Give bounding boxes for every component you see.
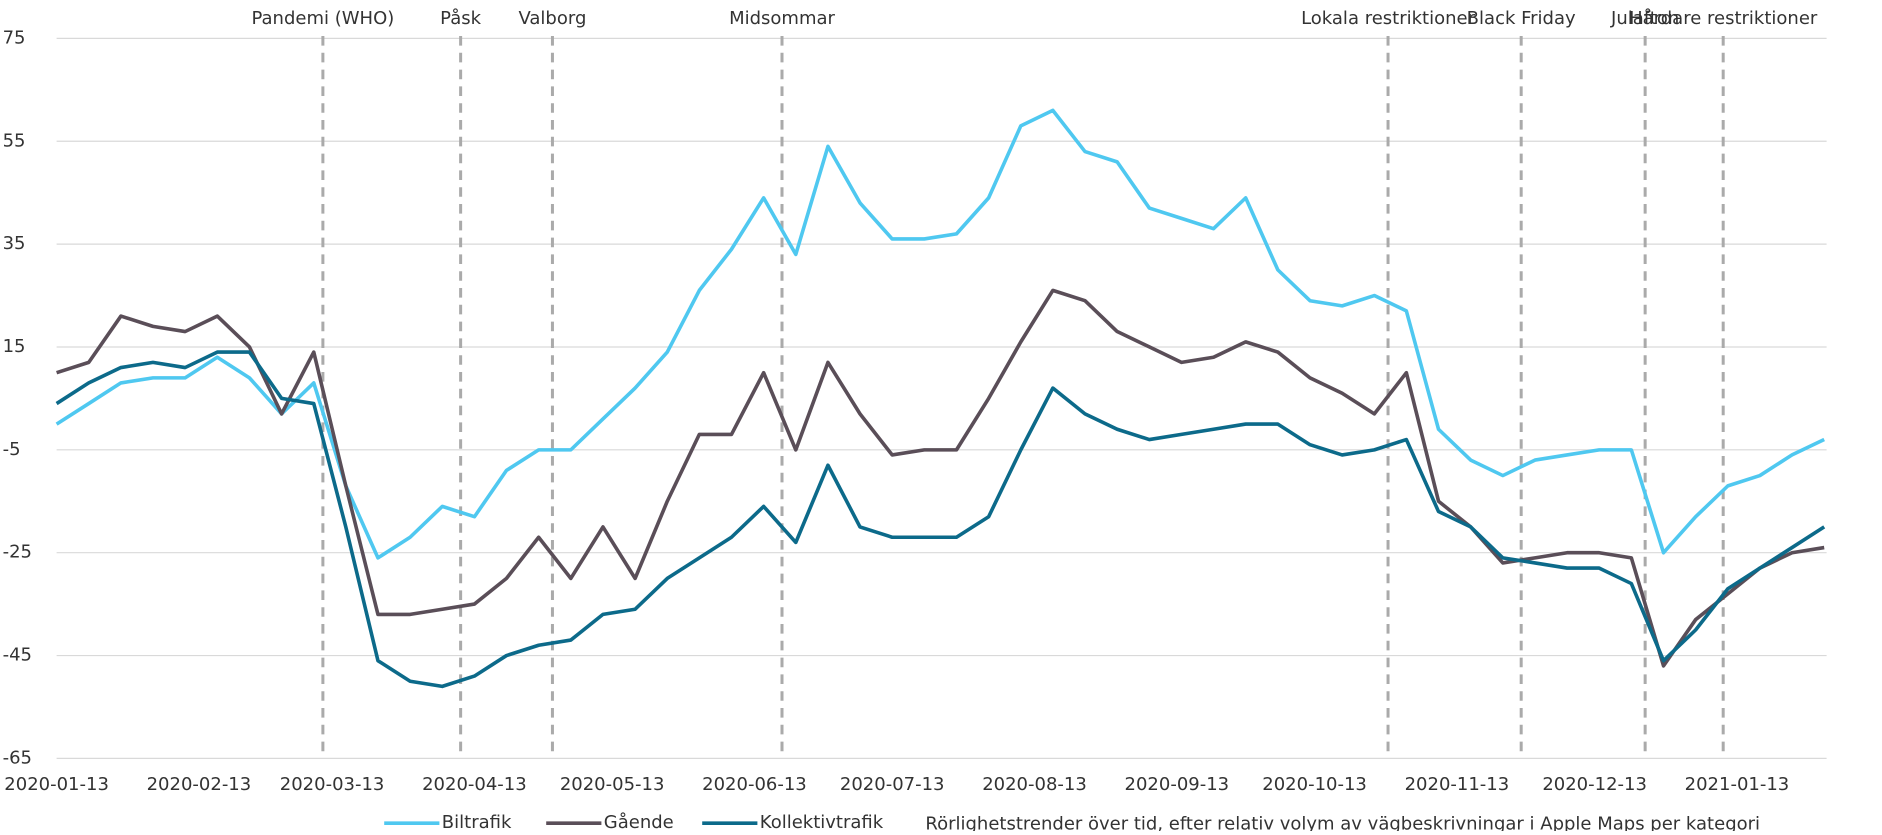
event-label: Påsk <box>440 8 481 29</box>
event-label: Pandemi (WHO) <box>251 8 394 29</box>
x-tick-label: 2020-05-13 <box>560 774 665 795</box>
event-label: Black Friday <box>1467 8 1576 29</box>
y-tick-label: -5 <box>3 439 21 460</box>
x-tick-label: 2020-11-13 <box>1405 774 1510 795</box>
x-tick-label: 2021-01-13 <box>1685 774 1790 795</box>
x-tick-label: 2020-04-13 <box>422 774 527 795</box>
legend-label: Kollektivtrafik <box>760 812 884 831</box>
legend-label: Gående <box>604 812 674 831</box>
y-tick-label: -25 <box>3 542 32 563</box>
x-tick-label: 2020-09-13 <box>1125 774 1230 795</box>
event-label: Lokala restriktioner <box>1301 8 1476 29</box>
event-label: Hårdare restriktioner <box>1629 8 1818 29</box>
series-line <box>55 350 1826 689</box>
event-label: Julafton <box>1610 8 1679 29</box>
x-tick-label: 2020-08-13 <box>982 774 1087 795</box>
x-tick-label: 2020-10-13 <box>1262 774 1367 795</box>
x-tick-label: 2020-07-13 <box>840 774 945 795</box>
series-line <box>56 288 1825 668</box>
y-tick-label: -45 <box>3 645 32 666</box>
y-tick-label: 35 <box>3 233 26 254</box>
x-tick-label: 2020-03-13 <box>280 774 385 795</box>
x-tick-label: 2020-12-13 <box>1542 774 1647 795</box>
event-label: Midsommar <box>729 8 835 29</box>
x-tick-label: 2020-01-13 <box>4 774 109 795</box>
x-tick-label: 2020-02-13 <box>147 774 252 795</box>
x-tick-label: 2020-06-13 <box>702 774 807 795</box>
legend-label: Biltrafik <box>442 812 512 831</box>
y-tick-label: -65 <box>3 747 32 768</box>
series-line <box>55 108 1825 560</box>
y-tick-label: 55 <box>3 130 26 151</box>
y-tick-label: 75 <box>3 27 26 48</box>
caption: Rörlighetstrender över tid, efter relati… <box>925 813 1760 831</box>
event-label: Valborg <box>518 8 586 29</box>
y-tick-label: 15 <box>3 336 26 357</box>
